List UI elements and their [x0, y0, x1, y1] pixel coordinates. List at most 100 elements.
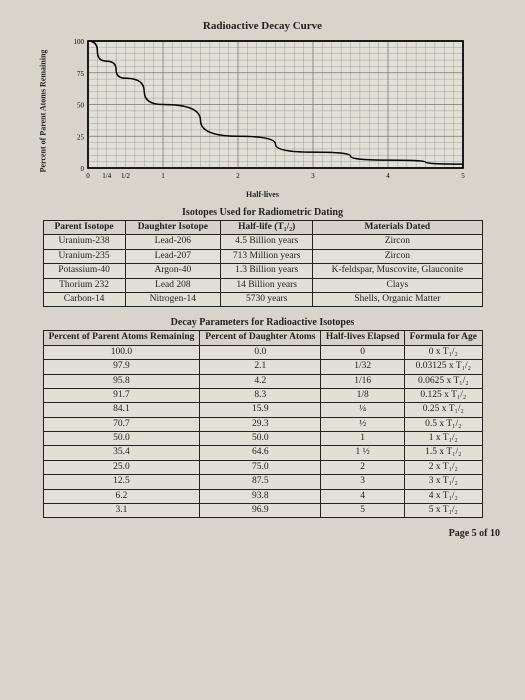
table-cell: 2.1: [200, 360, 321, 374]
table-cell: 95.8: [43, 374, 200, 388]
table-cell: Argon-40: [125, 264, 220, 278]
table-cell: 87.5: [200, 475, 321, 489]
table1-caption: Isotopes Used for Radiometric Dating: [43, 207, 483, 220]
table-cell: 5: [321, 504, 405, 518]
table-cell: Zircon: [313, 249, 482, 263]
table-cell: 4.2: [200, 374, 321, 388]
table-cell: 1/32: [321, 360, 405, 374]
column-header: Percent of Parent Atoms Remaining: [43, 331, 200, 345]
table-row: Uranium-235Lead-207713 Million yearsZirc…: [43, 249, 482, 263]
table-row: Carbon-14Nitrogen-145730 yearsShells, Or…: [43, 292, 482, 306]
svg-text:100: 100: [73, 38, 84, 46]
table-cell: 50.0: [200, 432, 321, 446]
table-cell: 1 x T₁/₂: [405, 432, 482, 446]
table-cell: 93.8: [200, 489, 321, 503]
table-row: 12.587.533 x T₁/₂: [43, 475, 482, 489]
table-row: 91.78.31/80.125 x T₁/₂: [43, 388, 482, 402]
table-cell: 0.5 x T₁/₂: [405, 417, 482, 431]
table-row: 97.92.11/320.03125 x T₁/₂: [43, 360, 482, 374]
table-cell: 5 x T₁/₂: [405, 504, 482, 518]
table-cell: Shells, Organic Matter: [313, 292, 482, 306]
table-cell: 1 ½: [321, 446, 405, 460]
column-header: Formula for Age: [405, 331, 482, 345]
table-cell: Uranium-235: [43, 249, 125, 263]
table-row: 25.075.022 x T₁/₂: [43, 460, 482, 474]
svg-text:1: 1: [161, 172, 165, 180]
table-cell: Uranium-238: [43, 235, 125, 249]
table-cell: 6.2: [43, 489, 200, 503]
svg-text:0: 0: [86, 172, 90, 180]
svg-text:0: 0: [80, 165, 84, 173]
decay-params-table: Decay Parameters for Radioactive Isotope…: [43, 317, 483, 518]
table-cell: 8.3: [200, 388, 321, 402]
table-cell: 35.4: [43, 446, 200, 460]
svg-text:75: 75: [77, 70, 85, 78]
table-cell: ½: [321, 417, 405, 431]
table-cell: 0 x T₁/₂: [405, 345, 482, 359]
table-row: 6.293.844 x T₁/₂: [43, 489, 482, 503]
table-cell: 4 x T₁/₂: [405, 489, 482, 503]
table-row: 100.00.000 x T₁/₂: [43, 345, 482, 359]
table-cell: 0.25 x T₁/₂: [405, 403, 482, 417]
table-cell: Lead 208: [125, 278, 220, 292]
column-header: Half-life (T₁/₂): [221, 221, 313, 235]
page-footer: Page 5 of 10: [25, 528, 500, 539]
table-cell: 1.3 Billion years: [221, 264, 313, 278]
table-cell: 100.0: [43, 345, 200, 359]
table-row: 3.196.955 x T₁/₂: [43, 504, 482, 518]
chart-xlabel: Half-lives: [25, 190, 500, 199]
table-cell: Thorium 232: [43, 278, 125, 292]
table-cell: K-feldspar, Muscovite, Glauconite: [313, 264, 482, 278]
table-cell: Lead-206: [125, 235, 220, 249]
svg-text:3: 3: [311, 172, 315, 180]
table-cell: 70.7: [43, 417, 200, 431]
column-header: Parent Isotope: [43, 221, 125, 235]
table-cell: ¼: [321, 403, 405, 417]
table-row: Thorium 232Lead 20814 Billion yearsClays: [43, 278, 482, 292]
table-cell: Zircon: [313, 235, 482, 249]
table-cell: 1.5 x T₁/₂: [405, 446, 482, 460]
table-cell: 1/8: [321, 388, 405, 402]
table-cell: 3: [321, 475, 405, 489]
table-cell: 0.0: [200, 345, 321, 359]
table-cell: 91.7: [43, 388, 200, 402]
table-cell: Potassium-40: [43, 264, 125, 278]
table-cell: 25.0: [43, 460, 200, 474]
page-title: Radioactive Decay Curve: [25, 20, 500, 32]
column-header: Materials Dated: [313, 221, 482, 235]
table-row: 84.115.9¼0.25 x T₁/₂: [43, 403, 482, 417]
table-cell: 0: [321, 345, 405, 359]
table-row: 50.050.011 x T₁/₂: [43, 432, 482, 446]
table-cell: 84.1: [43, 403, 200, 417]
table-cell: 0.03125 x T₁/₂: [405, 360, 482, 374]
table-cell: 1/16: [321, 374, 405, 388]
table-cell: 0.0625 x T₁/₂: [405, 374, 482, 388]
chart-svg: 025507510001/41/212345: [53, 36, 473, 186]
table-row: Potassium-40Argon-401.3 Billion yearsK-f…: [43, 264, 482, 278]
table-cell: 1: [321, 432, 405, 446]
isotopes-table: Isotopes Used for Radiometric Dating Par…: [43, 207, 483, 307]
table-row: 35.464.61 ½1.5 x T₁/₂: [43, 446, 482, 460]
column-header: Daughter Isotope: [125, 221, 220, 235]
table-cell: 3 x T₁/₂: [405, 475, 482, 489]
table-row: 95.84.21/160.0625 x T₁/₂: [43, 374, 482, 388]
table-cell: 75.0: [200, 460, 321, 474]
table-cell: 5730 years: [221, 292, 313, 306]
chart-ylabel: Percent of Parent Atoms Remaining: [38, 50, 47, 173]
decay-chart: Percent of Parent Atoms Remaining 025507…: [53, 36, 473, 186]
table-cell: Clays: [313, 278, 482, 292]
table-row: 70.729.3½0.5 x T₁/₂: [43, 417, 482, 431]
table-cell: 97.9: [43, 360, 200, 374]
svg-text:1/4: 1/4: [102, 172, 111, 180]
table-cell: 0.125 x T₁/₂: [405, 388, 482, 402]
table-cell: 2 x T₁/₂: [405, 460, 482, 474]
table-cell: 2: [321, 460, 405, 474]
table-cell: 29.3: [200, 417, 321, 431]
table-cell: 50.0: [43, 432, 200, 446]
table-cell: Lead-207: [125, 249, 220, 263]
column-header: Percent of Daughter Atoms: [200, 331, 321, 345]
table-cell: 64.6: [200, 446, 321, 460]
table-cell: 713 Million years: [221, 249, 313, 263]
svg-text:1/2: 1/2: [121, 172, 130, 180]
column-header: Half-lives Elapsed: [321, 331, 405, 345]
